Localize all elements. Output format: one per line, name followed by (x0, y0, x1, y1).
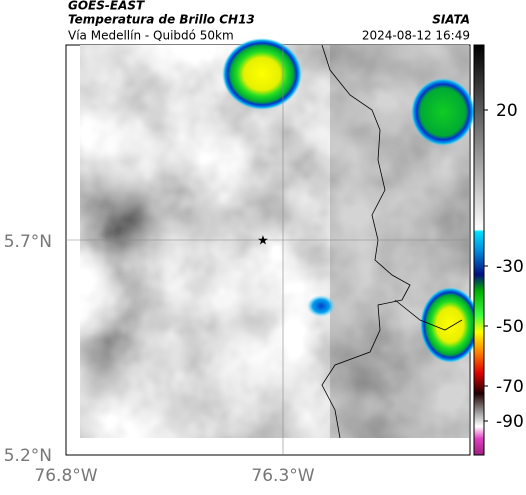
title: GOES-EAST (68, 0, 145, 13)
datetime: 2024-08-12 16:49 (362, 29, 470, 43)
lon-label: 76.3°W (251, 466, 314, 486)
storm-cell (411, 78, 475, 146)
colorbar-label: -90 (496, 412, 524, 432)
satellite-image (80, 38, 480, 438)
colorbar-label: 20 (496, 101, 518, 121)
subtitle: Temperatura de Brillo CH13 (68, 13, 255, 27)
route: Vía Medellín - Quibdó 50km (68, 29, 234, 43)
source: SIATA (432, 13, 470, 27)
colorbar-ticks (484, 109, 488, 422)
cloud-field (80, 45, 469, 438)
storm-cell (307, 295, 335, 317)
colorbar (473, 44, 485, 456)
colorbar-label: -30 (496, 257, 524, 277)
colorbar-label: -50 (496, 317, 524, 337)
storm-cell (420, 287, 480, 363)
border (394, 299, 463, 331)
colorbar-label: -70 (496, 377, 524, 397)
lat-label: 5.2°N (4, 446, 52, 466)
location-star: ★ (257, 234, 269, 249)
storm-cell (222, 38, 302, 110)
lat-label: 5.7°N (4, 232, 52, 252)
lon-label: 76.8°W (34, 466, 97, 486)
border (321, 44, 411, 439)
